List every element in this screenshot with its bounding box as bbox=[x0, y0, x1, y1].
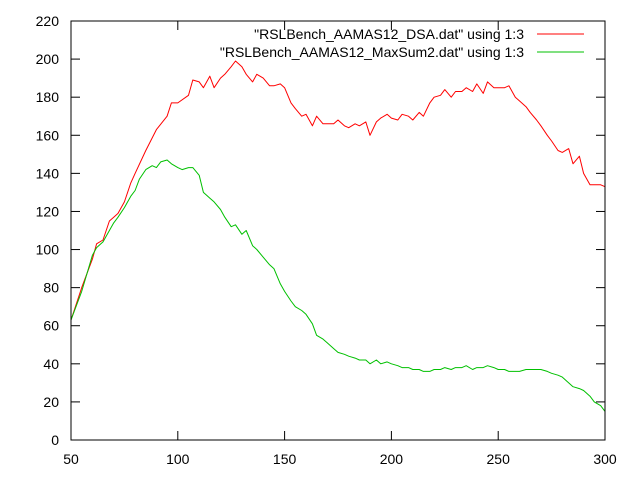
x-tick-label: 50 bbox=[63, 451, 79, 467]
y-tick-label: 20 bbox=[43, 394, 59, 410]
x-tick-label: 100 bbox=[166, 451, 190, 467]
series-line-0 bbox=[70, 60, 606, 321]
plot-frame bbox=[70, 20, 606, 441]
series-lines bbox=[70, 60, 606, 412]
x-tick-label: 200 bbox=[380, 451, 404, 467]
y-tick-label: 120 bbox=[36, 203, 60, 219]
y-tick-label: 220 bbox=[36, 13, 60, 29]
legend-label-1: "RSLBench_AAMAS12_MaxSum2.dat" using 1:3 bbox=[220, 44, 524, 60]
x-tick-label: 250 bbox=[487, 451, 511, 467]
y-tick-label: 100 bbox=[36, 242, 60, 258]
y-tick-label: 180 bbox=[36, 89, 60, 105]
y-tick-label: 80 bbox=[43, 280, 59, 296]
y-tick-label: 200 bbox=[36, 51, 60, 67]
legend: "RSLBench_AAMAS12_DSA.dat" using 1:3 "RSL… bbox=[220, 26, 584, 60]
axis-ticks: 0 20 40 60 80 100 120 140 160 180 200 220 50 100 150 20… bbox=[36, 13, 617, 467]
x-tick-label: 300 bbox=[593, 451, 617, 467]
y-tick-label: 60 bbox=[43, 318, 59, 334]
y-tick-label: 160 bbox=[36, 127, 60, 143]
x-tick-label: 150 bbox=[273, 451, 297, 467]
series-line-1 bbox=[70, 159, 606, 412]
y-tick-label: 40 bbox=[43, 356, 59, 372]
y-tick-label: 140 bbox=[36, 165, 60, 181]
y-tick-label: 0 bbox=[51, 432, 59, 448]
legend-label-0: "RSLBench_AAMAS12_DSA.dat" using 1:3 bbox=[254, 26, 524, 42]
